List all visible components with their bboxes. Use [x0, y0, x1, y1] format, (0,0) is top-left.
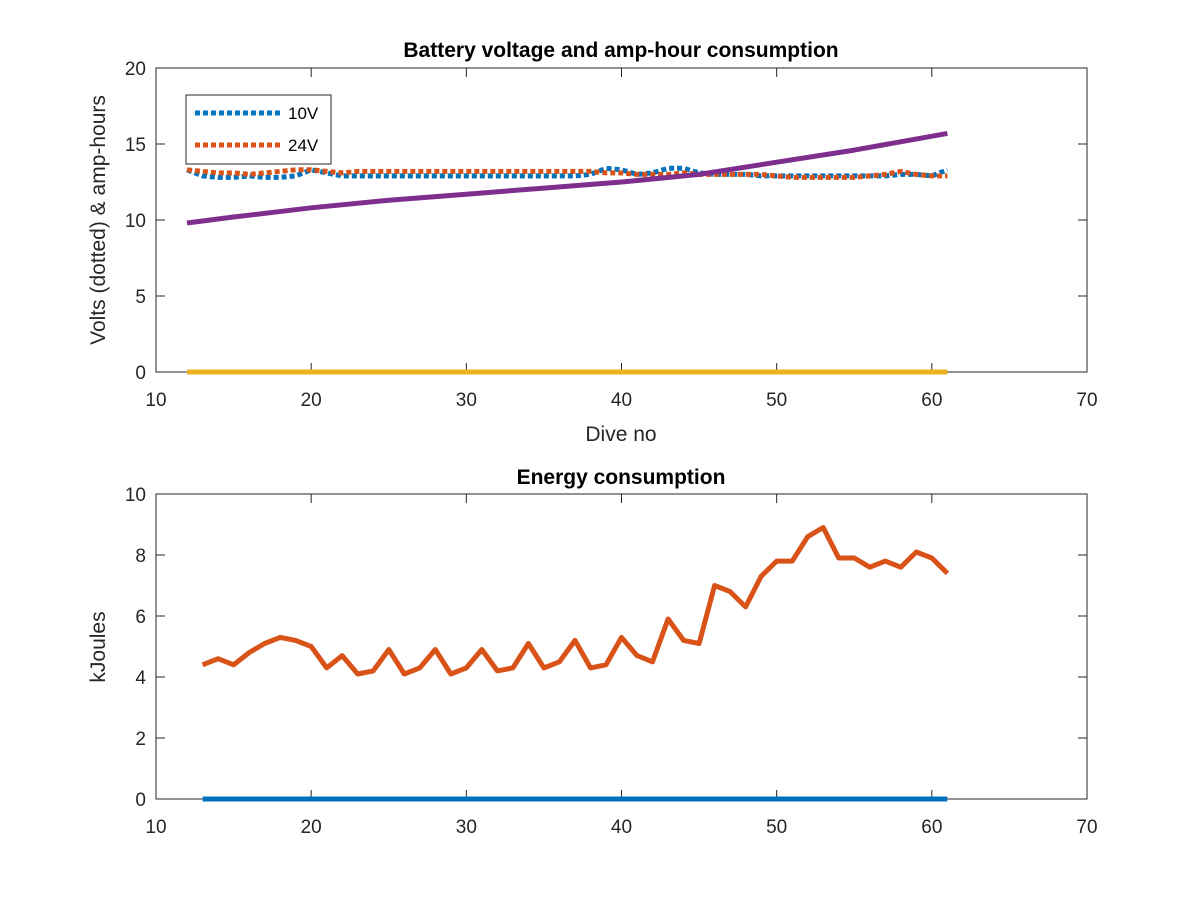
bottom-plot-title: Energy consumption [517, 466, 726, 489]
top-y-tick-label: 10 [125, 211, 146, 232]
bottom-y-tick-label: 0 [135, 790, 146, 811]
bottom-x-tick-label: 30 [456, 817, 477, 838]
bottom-y-tick-label: 6 [135, 607, 146, 628]
top-y-tick-label: 20 [125, 59, 146, 80]
top-x-tick-label: 20 [301, 390, 322, 411]
top-y-tick-label: 5 [135, 287, 146, 308]
top-x-tick-label: 30 [456, 390, 477, 411]
top-y-tick-label: 15 [125, 135, 146, 156]
bottom-x-tick-label: 60 [921, 817, 942, 838]
top-x-axis-label: Dive no [585, 423, 656, 446]
legend-label-10v: 10V [288, 104, 319, 123]
bottom-x-tick-label: 40 [611, 817, 632, 838]
bottom-y-tick-label: 10 [125, 485, 146, 506]
legend-box [185, 94, 332, 165]
top-x-tick-label: 60 [921, 390, 942, 411]
top-subplot: Battery voltage and amp-hour consumption… [87, 39, 1098, 446]
bottom-x-tick-label: 10 [145, 817, 166, 838]
bottom-y-tick-label: 4 [135, 668, 146, 689]
bottom-plot-area [155, 493, 1088, 800]
top-x-tick-label: 40 [611, 390, 632, 411]
legend: 10V 24V [185, 94, 332, 165]
bottom-y-axis-label: kJoules [87, 611, 110, 682]
bottom-y-tick-label: 8 [135, 546, 146, 567]
bottom-series-line-series-0 [201, 525, 950, 677]
top-x-tick-label: 70 [1076, 390, 1097, 411]
bottom-subplot: Energy consumption kJoules 10 20 30 40 50 60 7… [87, 466, 1098, 838]
top-plot-title: Battery voltage and amp-hour consumption [403, 39, 838, 62]
top-marks [186, 130, 949, 375]
bottom-x-tick-label: 50 [766, 817, 787, 838]
bottom-marks [201, 525, 950, 802]
top-series-line-24v [186, 167, 948, 180]
bottom-y-tick-label: 2 [135, 729, 146, 750]
legend-label-24v: 24V [288, 136, 319, 155]
bottom-x-tick-label: 70 [1076, 817, 1097, 838]
top-series-line-series-2 [186, 130, 948, 226]
top-x-tick-label: 50 [766, 390, 787, 411]
top-y-axis-label: Volts (dotted) & amp-hours [87, 95, 110, 345]
top-x-tick-label: 10 [145, 390, 166, 411]
bottom-x-tick-label: 20 [301, 817, 322, 838]
bottom-ticks: 10 20 30 40 50 60 70 0 2 4 6 8 10 [125, 485, 1098, 838]
top-y-tick-label: 0 [135, 363, 146, 384]
